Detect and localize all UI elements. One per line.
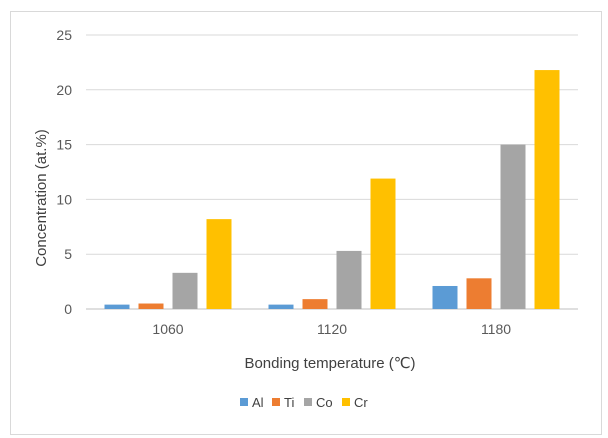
bar-co-1180 [500,144,526,309]
x-tick-label: 1180 [481,321,511,337]
bar-cr-1060 [206,219,232,309]
legend-label-co: Co [316,395,333,410]
bar-co-1060 [172,272,198,309]
bar-al-1180 [432,285,458,309]
bar-al-1060 [104,304,130,309]
legend-swatch-cr [342,398,350,406]
bar-ti-1120 [302,299,328,309]
bar-cr-1180 [534,70,560,310]
x-axis-title: Bonding temperature (℃) [244,355,415,372]
y-tick-label: 15 [56,137,72,153]
gridlines [86,34,578,310]
bar-al-1120 [268,304,294,309]
x-tick-label: 1060 [152,321,183,337]
legend-swatch-ti [272,398,280,406]
bar-co-1120 [336,250,362,309]
y-tick-label: 10 [56,191,72,207]
y-axis-ticks: 0 5 10 15 20 25 [56,27,72,317]
x-tick-label: 1120 [317,321,347,337]
legend-swatch-co [304,398,312,406]
legend-label-cr: Cr [354,395,368,410]
y-axis-title: Concentration (at.%) [33,129,50,267]
y-tick-label: 5 [64,246,72,262]
x-axis-ticks: 1060 1120 1180 [152,321,511,337]
bar-ti-1180 [466,278,492,309]
bar-cr-1120 [370,178,396,309]
y-tick-label: 20 [56,82,72,98]
bar-ti-1060 [138,303,164,309]
legend-label-al: Al [252,395,264,410]
legend-swatch-al [240,398,248,406]
y-tick-label: 0 [64,301,72,317]
y-tick-label: 25 [56,27,72,43]
legend: Al Ti Co Cr [240,395,368,410]
bars [104,70,560,310]
legend-label-ti: Ti [284,395,294,410]
